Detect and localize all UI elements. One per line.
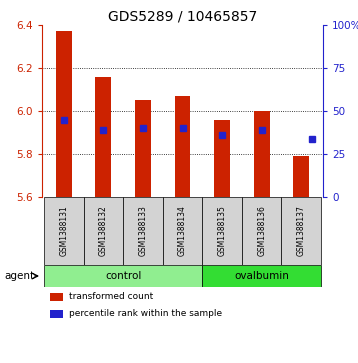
Bar — [50, 310, 63, 318]
Bar — [50, 293, 63, 301]
Text: GSM1388131: GSM1388131 — [59, 205, 68, 256]
Bar — [202, 197, 242, 265]
Bar — [56, 32, 72, 197]
Bar — [135, 100, 151, 197]
Bar — [44, 265, 202, 287]
Bar — [83, 197, 123, 265]
Bar — [281, 197, 321, 265]
Text: agent: agent — [5, 271, 35, 281]
Text: GSM1388137: GSM1388137 — [297, 205, 306, 256]
Text: percentile rank within the sample: percentile rank within the sample — [69, 309, 222, 318]
Bar — [123, 197, 163, 265]
Text: GSM1388135: GSM1388135 — [218, 205, 227, 256]
Text: GSM1388132: GSM1388132 — [99, 205, 108, 256]
Title: GDS5289 / 10465857: GDS5289 / 10465857 — [108, 10, 257, 24]
Text: GSM1388134: GSM1388134 — [178, 205, 187, 256]
Text: GSM1388136: GSM1388136 — [257, 205, 266, 256]
Text: transformed count: transformed count — [69, 292, 153, 301]
Text: control: control — [105, 271, 141, 281]
Bar — [293, 156, 309, 197]
Bar — [96, 77, 111, 197]
Bar — [175, 96, 190, 197]
Text: GSM1388133: GSM1388133 — [139, 205, 147, 256]
Bar — [254, 111, 270, 197]
Bar — [202, 265, 321, 287]
Bar — [242, 197, 281, 265]
Bar — [44, 197, 83, 265]
Bar — [163, 197, 202, 265]
Text: ovalbumin: ovalbumin — [234, 271, 289, 281]
Bar — [214, 119, 230, 197]
